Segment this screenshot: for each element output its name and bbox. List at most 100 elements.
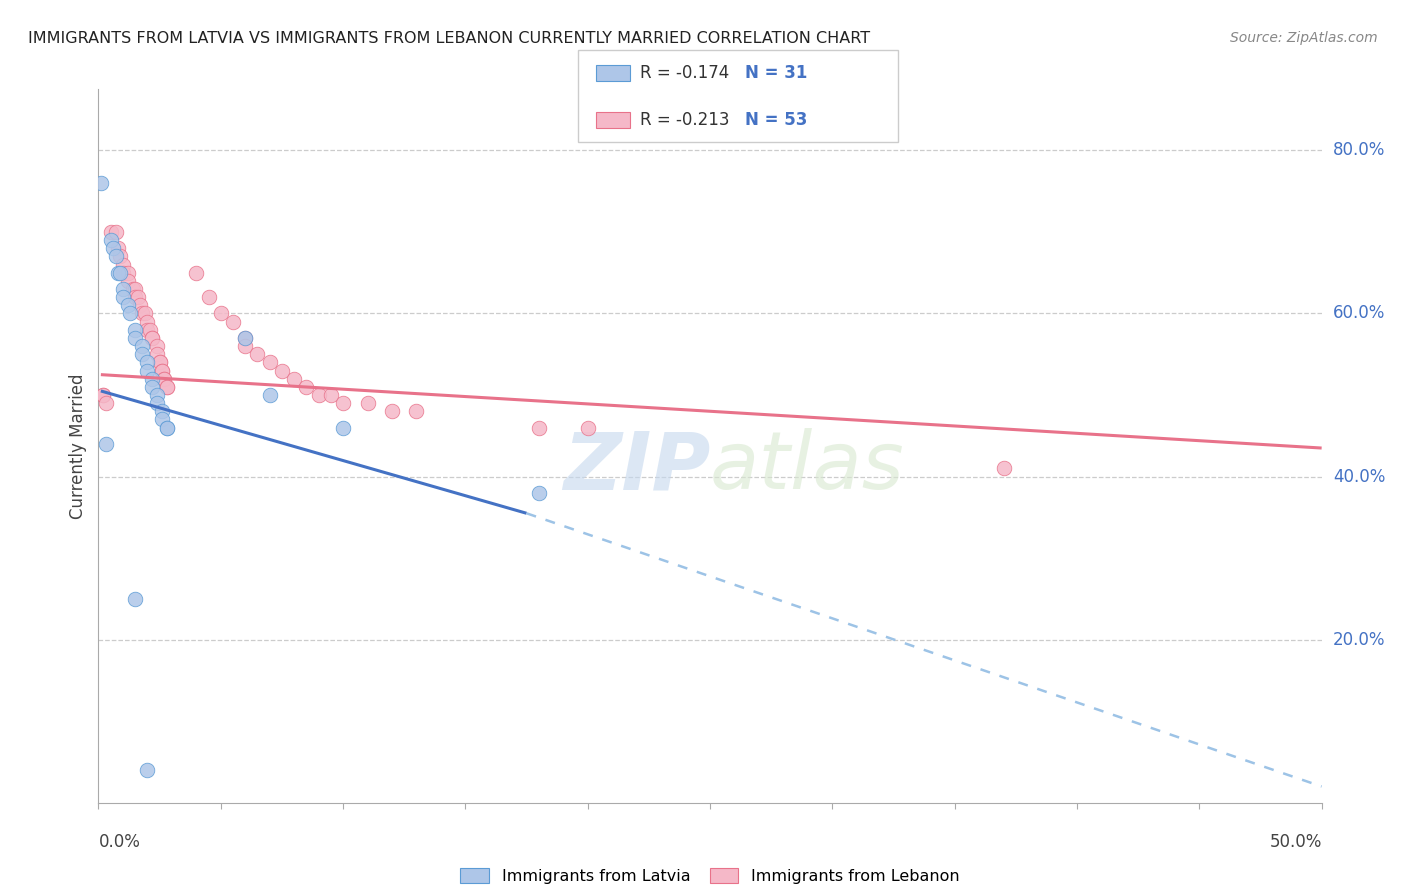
Text: 80.0%: 80.0% xyxy=(1333,141,1385,160)
Point xyxy=(134,306,156,320)
Point xyxy=(127,290,149,304)
Point xyxy=(136,315,159,329)
Point xyxy=(156,420,179,434)
Point xyxy=(124,290,146,304)
Text: R = -0.213: R = -0.213 xyxy=(640,112,730,129)
Point xyxy=(332,420,354,434)
Point xyxy=(107,241,129,255)
Point xyxy=(156,380,179,394)
Point xyxy=(295,380,318,394)
Point xyxy=(150,412,173,426)
Point xyxy=(259,388,281,402)
Point xyxy=(381,404,404,418)
Point xyxy=(146,396,169,410)
Text: N = 31: N = 31 xyxy=(745,64,807,82)
Point xyxy=(111,258,134,272)
Point xyxy=(149,355,172,369)
Point xyxy=(146,347,169,361)
Point xyxy=(131,347,153,361)
Point xyxy=(117,274,139,288)
Point xyxy=(993,461,1015,475)
Point xyxy=(111,290,134,304)
Point xyxy=(283,372,305,386)
Y-axis label: Currently Married: Currently Married xyxy=(69,373,87,519)
Text: ZIP: ZIP xyxy=(562,428,710,507)
Point xyxy=(270,363,294,377)
Point xyxy=(150,363,173,377)
Point xyxy=(139,323,162,337)
Point xyxy=(209,306,232,320)
Point xyxy=(527,486,550,500)
Point xyxy=(111,282,134,296)
Point xyxy=(319,388,342,402)
Point xyxy=(149,355,172,369)
Text: Source: ZipAtlas.com: Source: ZipAtlas.com xyxy=(1230,31,1378,45)
Point xyxy=(91,388,114,402)
Point xyxy=(405,404,427,418)
Point xyxy=(259,355,281,369)
Point xyxy=(141,331,163,345)
Text: N = 53: N = 53 xyxy=(745,112,807,129)
Point xyxy=(146,339,169,353)
Point xyxy=(197,290,219,304)
Point xyxy=(91,388,114,402)
Point xyxy=(131,306,153,320)
Point xyxy=(233,331,256,345)
Point xyxy=(110,249,132,263)
Point xyxy=(308,388,330,402)
Point xyxy=(527,420,550,434)
Point xyxy=(131,339,153,353)
Text: IMMIGRANTS FROM LATVIA VS IMMIGRANTS FROM LEBANON CURRENTLY MARRIED CORRELATION : IMMIGRANTS FROM LATVIA VS IMMIGRANTS FRO… xyxy=(28,31,870,46)
Point xyxy=(153,372,176,386)
Point xyxy=(100,233,122,247)
Point xyxy=(124,323,146,337)
Point xyxy=(124,591,146,606)
Point xyxy=(117,266,139,280)
Point xyxy=(141,331,163,345)
Point xyxy=(141,380,163,394)
Point xyxy=(124,282,146,296)
Text: 40.0%: 40.0% xyxy=(1333,467,1385,485)
Point xyxy=(146,388,169,402)
Point xyxy=(136,355,159,369)
Text: 0.0%: 0.0% xyxy=(98,833,141,851)
Point xyxy=(129,298,152,312)
Text: 60.0%: 60.0% xyxy=(1333,304,1385,323)
Point xyxy=(136,763,159,777)
Point xyxy=(356,396,378,410)
Point xyxy=(136,363,159,377)
Point xyxy=(153,372,176,386)
Point xyxy=(107,266,129,280)
Point xyxy=(576,420,599,434)
Point xyxy=(150,404,173,418)
Point xyxy=(136,323,159,337)
Point xyxy=(156,420,179,434)
Point xyxy=(186,266,208,280)
Text: R = -0.174: R = -0.174 xyxy=(640,64,728,82)
Text: 20.0%: 20.0% xyxy=(1333,631,1385,648)
Point xyxy=(246,347,269,361)
Point xyxy=(110,266,132,280)
Point xyxy=(121,282,143,296)
Point xyxy=(111,266,134,280)
Point xyxy=(100,225,122,239)
Point xyxy=(94,437,117,451)
Point xyxy=(150,363,173,377)
Point xyxy=(141,372,163,386)
Point xyxy=(233,331,256,345)
Point xyxy=(101,241,124,255)
Point xyxy=(120,306,142,320)
Point xyxy=(222,315,245,329)
Text: atlas: atlas xyxy=(710,428,905,507)
Text: 50.0%: 50.0% xyxy=(1270,833,1322,851)
Point xyxy=(104,225,127,239)
Point xyxy=(332,396,354,410)
Point xyxy=(94,396,117,410)
Point xyxy=(124,331,146,345)
Point xyxy=(90,176,112,190)
Point xyxy=(156,380,179,394)
Point xyxy=(117,298,139,312)
Point xyxy=(233,339,256,353)
Point xyxy=(104,249,127,263)
Legend: Immigrants from Latvia, Immigrants from Lebanon: Immigrants from Latvia, Immigrants from … xyxy=(460,868,960,884)
